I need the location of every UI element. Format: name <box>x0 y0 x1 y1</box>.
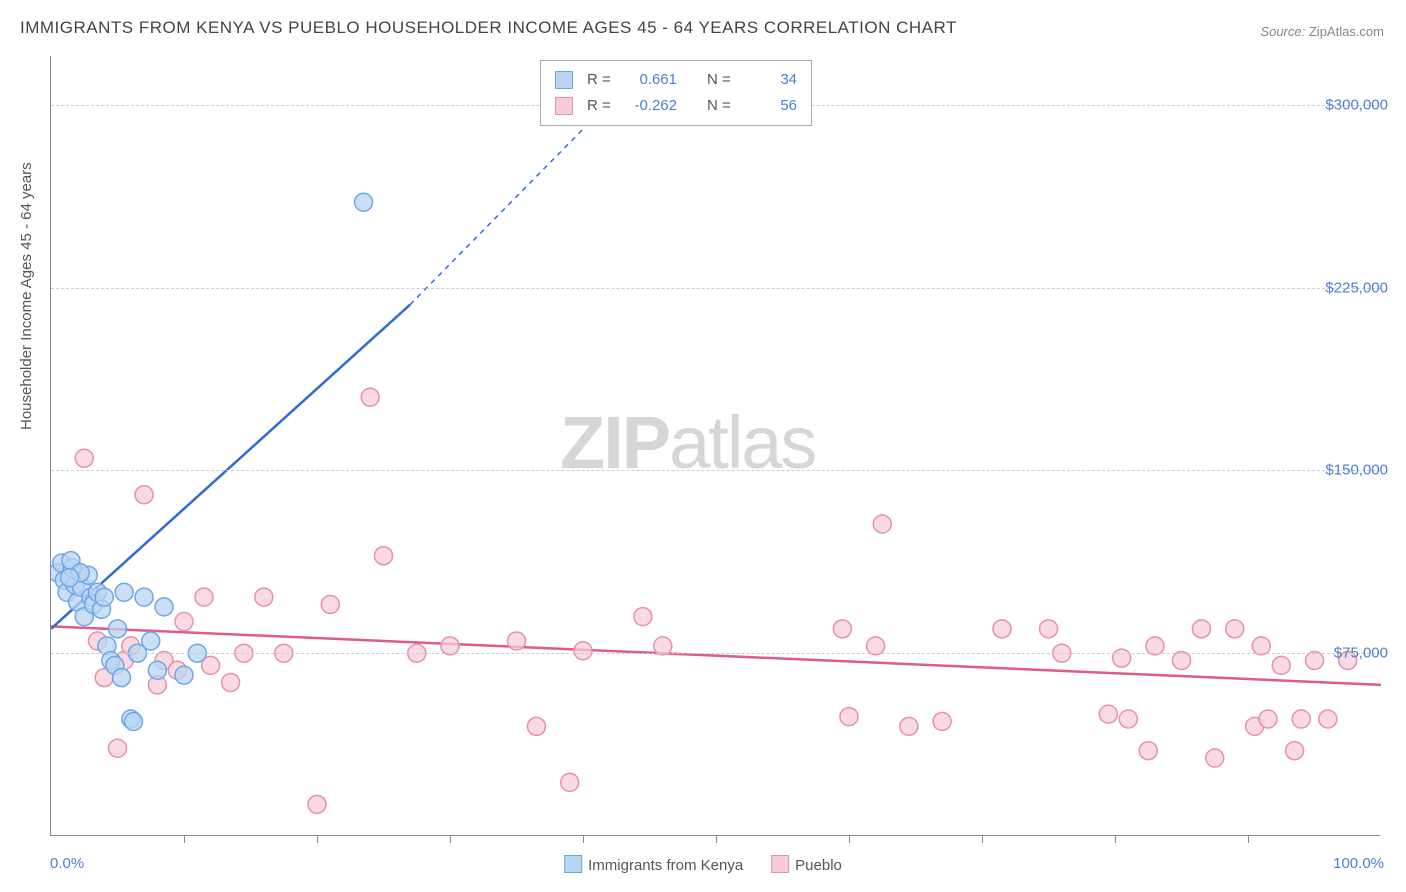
x-tick <box>1115 835 1116 843</box>
source-label: Source: <box>1260 24 1305 39</box>
kenya-point <box>175 666 193 684</box>
pueblo-point <box>574 642 592 660</box>
x-tick <box>583 835 584 843</box>
x-axis-max-label: 100.0% <box>1333 855 1384 872</box>
stats-swatch <box>555 71 573 89</box>
stats-r-value: -0.262 <box>623 93 677 119</box>
kenya-point <box>124 712 142 730</box>
pueblo-point <box>308 795 326 813</box>
pueblo-point <box>561 773 579 791</box>
x-tick <box>450 835 451 843</box>
stats-n-value: 34 <box>743 67 797 93</box>
pueblo-point <box>1040 620 1058 638</box>
gridline-h <box>51 470 1380 471</box>
pueblo-point <box>1206 749 1224 767</box>
pueblo-point <box>867 637 885 655</box>
pueblo-point <box>1272 656 1290 674</box>
y-tick-label: $225,000 <box>1325 279 1388 296</box>
legend-swatch <box>771 855 789 873</box>
pueblo-point <box>1139 742 1157 760</box>
pueblo-point <box>1173 652 1191 670</box>
x-tick <box>1248 835 1249 843</box>
pueblo-point <box>1119 710 1137 728</box>
stats-r-label: R = <box>587 93 615 119</box>
scatter-plot <box>50 56 1380 836</box>
legend: Immigrants from Kenya Pueblo <box>564 855 842 874</box>
x-axis-min-label: 0.0% <box>50 855 84 872</box>
pueblo-point <box>175 613 193 631</box>
kenya-point <box>148 661 166 679</box>
pueblo-point <box>1286 742 1304 760</box>
pueblo-point <box>900 717 918 735</box>
pueblo-point <box>1319 710 1337 728</box>
pueblo-point <box>993 620 1011 638</box>
pueblo-point <box>1259 710 1277 728</box>
legend-label: Immigrants from Kenya <box>588 857 743 874</box>
legend-item-pueblo: Pueblo <box>771 855 842 874</box>
kenya-point <box>112 669 130 687</box>
x-tick <box>317 835 318 843</box>
stats-r-label: R = <box>587 67 615 93</box>
pueblo-point <box>1252 637 1270 655</box>
pueblo-point <box>933 712 951 730</box>
gridline-h <box>51 653 1380 654</box>
pueblo-point <box>840 708 858 726</box>
kenya-point <box>355 193 373 211</box>
pueblo-point <box>654 637 672 655</box>
x-tick <box>982 835 983 843</box>
kenya-point <box>61 569 79 587</box>
stats-r-value: 0.661 <box>623 67 677 93</box>
kenya-point <box>95 588 113 606</box>
pueblo-point <box>321 595 339 613</box>
y-tick-label: $150,000 <box>1325 462 1388 479</box>
stats-n-label: N = <box>707 93 735 119</box>
x-tick <box>184 835 185 843</box>
pueblo-point <box>109 739 127 757</box>
pueblo-point <box>1306 652 1324 670</box>
pueblo-point <box>1292 710 1310 728</box>
pueblo-point <box>255 588 273 606</box>
plot-svg <box>51 56 1381 836</box>
pueblo-point <box>833 620 851 638</box>
pueblo-point <box>75 449 93 467</box>
x-tick <box>716 835 717 843</box>
chart-title: IMMIGRANTS FROM KENYA VS PUEBLO HOUSEHOL… <box>20 18 957 38</box>
pueblo-point <box>361 388 379 406</box>
legend-item-kenya: Immigrants from Kenya <box>564 855 743 874</box>
stats-box: R = 0.661 N = 34 R = -0.262 N = 56 <box>540 60 812 126</box>
pueblo-point <box>508 632 526 650</box>
gridline-h <box>51 288 1380 289</box>
stats-row-pueblo: R = -0.262 N = 56 <box>555 93 797 119</box>
pueblo-point <box>195 588 213 606</box>
stats-n-value: 56 <box>743 93 797 119</box>
chart-source: Source: ZipAtlas.com <box>1260 24 1384 39</box>
y-tick-label: $300,000 <box>1325 96 1388 113</box>
pueblo-point <box>634 608 652 626</box>
kenya-point <box>109 620 127 638</box>
legend-swatch <box>564 855 582 873</box>
kenya-point <box>135 588 153 606</box>
pueblo-point <box>1099 705 1117 723</box>
pueblo-point <box>1146 637 1164 655</box>
stats-row-kenya: R = 0.661 N = 34 <box>555 67 797 93</box>
y-axis-label: Householder Income Ages 45 - 64 years <box>18 162 35 430</box>
stats-n-label: N = <box>707 67 735 93</box>
kenya-point <box>142 632 160 650</box>
x-tick <box>849 835 850 843</box>
pueblo-point <box>527 717 545 735</box>
y-tick-label: $75,000 <box>1334 645 1388 662</box>
source-value: ZipAtlas.com <box>1309 24 1384 39</box>
pueblo-point <box>135 486 153 504</box>
pueblo-point <box>873 515 891 533</box>
pueblo-point <box>375 547 393 565</box>
pueblo-point <box>1226 620 1244 638</box>
stats-swatch <box>555 97 573 115</box>
legend-label: Pueblo <box>795 857 842 874</box>
kenya-point <box>155 598 173 616</box>
pueblo-point <box>1113 649 1131 667</box>
pueblo-point <box>1192 620 1210 638</box>
kenya-point <box>115 583 133 601</box>
pueblo-point <box>441 637 459 655</box>
pueblo-point <box>222 673 240 691</box>
